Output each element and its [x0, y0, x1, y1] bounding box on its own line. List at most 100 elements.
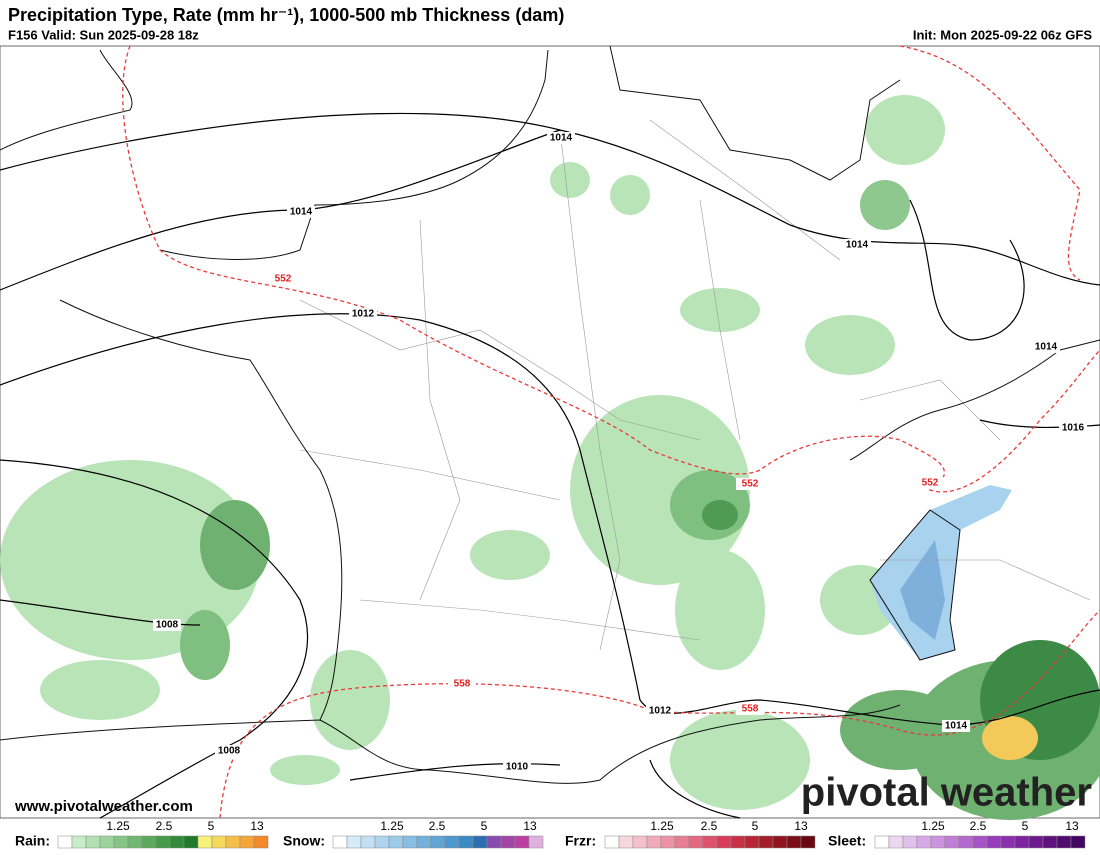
precip	[0, 95, 1100, 820]
legend-swatch	[402, 835, 418, 849]
legend-swatch	[141, 835, 157, 849]
thickness-label-bg	[736, 703, 764, 715]
legend-swatch	[744, 835, 760, 849]
legend-tick: 5	[481, 819, 488, 833]
isobar-label-bg	[547, 132, 575, 144]
legend-swatch	[986, 835, 1002, 849]
legend-tick: 13	[250, 819, 264, 833]
legend-swatch	[618, 835, 634, 849]
legend-swatch	[772, 835, 788, 849]
legend-swatch	[758, 835, 774, 849]
coastlines	[0, 45, 1100, 784]
isobar-label: 1016	[1062, 423, 1085, 434]
legend-swatch	[113, 835, 129, 849]
thickness-label-bg	[269, 273, 297, 285]
legend-swatch	[1042, 835, 1058, 849]
isobar-label-bg	[1032, 341, 1060, 353]
isobar-label-bg	[287, 206, 315, 218]
contour-labels: 1014 1014 1014 1012 1014 1016 1008 1008 1010 1012…	[153, 132, 1087, 773]
legend-swatch	[874, 835, 890, 849]
legend-tick: 5	[208, 819, 215, 833]
legend-swatch	[99, 835, 115, 849]
legend-swatch	[688, 835, 704, 849]
legend-swatch	[253, 835, 269, 849]
title: Precipitation Type, Rate (mm hr⁻¹), 1000…	[8, 5, 564, 25]
legend-swatch	[944, 835, 960, 849]
legend-swatch	[786, 835, 802, 849]
thickness-label-bg	[736, 478, 764, 490]
legend-swatch	[500, 835, 516, 849]
legend-swatch	[1070, 835, 1086, 849]
legend-label: Rain:	[15, 833, 50, 849]
legend-swatch	[660, 835, 676, 849]
legend-swatch	[57, 835, 73, 849]
legend-swatch	[1000, 835, 1016, 849]
legend-swatch	[674, 835, 690, 849]
legend-swatch	[730, 835, 746, 849]
isobar-label-bg	[503, 761, 531, 773]
legend-tick: 13	[1065, 819, 1079, 833]
legend-swatch	[332, 835, 348, 849]
legend-swatch	[632, 835, 648, 849]
map: 1014 1014 1014 1012 1014 1016 1008 1008 1010 1012…	[0, 45, 1100, 820]
legend-swatch	[444, 835, 460, 849]
logo: pivotal weather	[801, 771, 1092, 815]
legend-swatch	[155, 835, 171, 849]
isobar-label-bg	[153, 619, 181, 631]
isobar-label: 1012	[352, 309, 375, 320]
legend-swatch	[916, 835, 932, 849]
isobar-label: 1012	[649, 706, 672, 717]
legend-swatch	[197, 835, 213, 849]
legend-swatch	[239, 835, 255, 849]
isobar-label-bg	[1059, 422, 1087, 434]
legend-swatch	[902, 835, 918, 849]
legend-swatch	[169, 835, 185, 849]
legend-swatch	[346, 835, 362, 849]
legend-swatch	[183, 835, 199, 849]
legend: Rain: 1.25 2.5 5 13 Snow: 1.25 2.5 5 13 Frzr: 1.25 2…	[15, 819, 1086, 849]
thickness-label: 558	[454, 679, 471, 690]
legend-tick: 1.25	[921, 819, 945, 833]
thickness-label: 552	[742, 479, 759, 490]
legend-swatch	[486, 835, 502, 849]
legend-swatch	[85, 835, 101, 849]
legend-tick: 2.5	[970, 819, 987, 833]
isobar-label-bg	[215, 745, 243, 757]
legend-swatch	[472, 835, 488, 849]
isobar-label: 1014	[846, 240, 869, 251]
legend-swatch	[972, 835, 988, 849]
legend-swatch	[930, 835, 946, 849]
thickness-label: 558	[742, 704, 759, 715]
isobar-label: 1008	[218, 746, 241, 757]
isobar-label: 1014	[1035, 342, 1058, 353]
legend-label: Sleet:	[828, 833, 866, 849]
legend-swatch	[604, 835, 620, 849]
legend-tick: 2.5	[701, 819, 718, 833]
legend-swatch	[958, 835, 974, 849]
valid-time: F156 Valid: Sun 2025-09-28 18z	[8, 27, 199, 42]
legend-label: Snow:	[283, 833, 325, 849]
legend-swatch	[888, 835, 904, 849]
legend-tick: 2.5	[156, 819, 173, 833]
isobar-label-bg	[843, 239, 871, 251]
legend-swatch	[514, 835, 530, 849]
isobar-label: 1008	[156, 620, 179, 631]
legend-swatch	[360, 835, 376, 849]
legend-swatch	[71, 835, 87, 849]
legend-tick: 13	[794, 819, 808, 833]
isobar-label: 1010	[506, 762, 529, 773]
isobar-label: 1014	[550, 133, 573, 144]
thickness-label-bg	[916, 477, 944, 489]
borders	[299, 119, 1091, 651]
legend-swatch	[1028, 835, 1044, 849]
legend-label: Frzr:	[565, 833, 596, 849]
map-frame	[0, 45, 1100, 819]
legend-swatch	[528, 835, 544, 849]
isobar-label-bg	[646, 705, 674, 717]
legend-swatch	[225, 835, 241, 849]
legend-swatch	[211, 835, 227, 849]
legend-tick: 1.25	[106, 819, 130, 833]
init-time: Init: Mon 2025-09-22 06z GFS	[913, 27, 1092, 42]
legend-tick: 1.25	[380, 819, 404, 833]
